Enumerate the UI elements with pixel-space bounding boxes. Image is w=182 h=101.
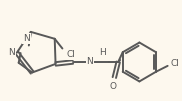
Text: N: N [8, 48, 15, 57]
Text: H: H [99, 48, 106, 57]
Text: N: N [86, 57, 93, 66]
Text: N: N [23, 34, 30, 43]
Text: Cl: Cl [171, 59, 179, 68]
Text: Cl: Cl [66, 50, 75, 59]
Text: O: O [110, 82, 117, 91]
